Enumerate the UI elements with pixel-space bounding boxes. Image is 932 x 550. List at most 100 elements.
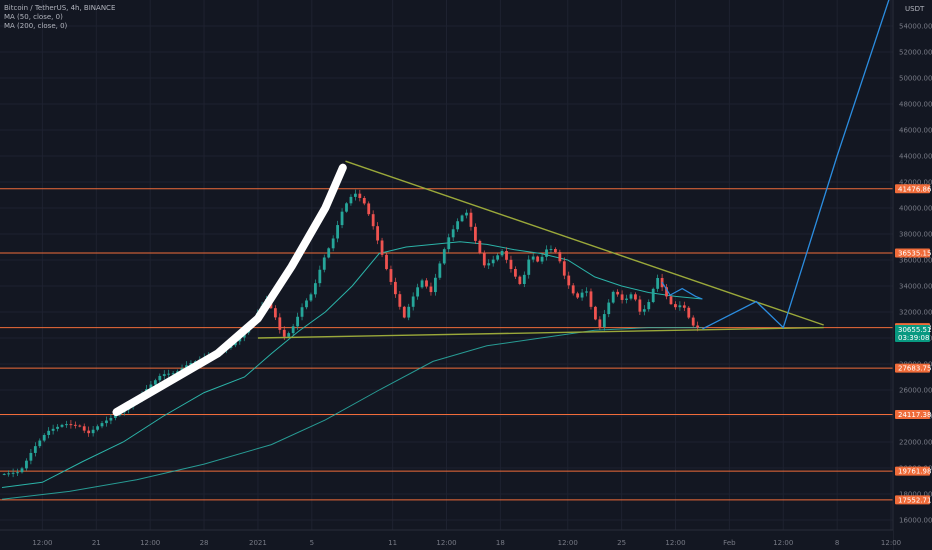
wave-zigzag <box>661 281 703 300</box>
candle-body <box>576 293 580 298</box>
candle-body <box>460 215 464 222</box>
candle-body <box>162 374 166 376</box>
candle-body <box>113 415 117 418</box>
candle-body <box>358 193 362 198</box>
candle-body <box>678 305 682 308</box>
candle-body <box>38 440 42 447</box>
candle-body <box>345 203 348 212</box>
candle-body <box>367 203 371 215</box>
x-tick-label: 5 <box>310 539 314 547</box>
candle-body <box>327 248 331 258</box>
candle-body <box>505 251 508 260</box>
x-tick-label: 11 <box>388 539 397 547</box>
candle-body <box>482 253 486 266</box>
candle-body <box>20 468 24 473</box>
candle-body <box>451 229 455 238</box>
x-tick-label: Feb <box>723 539 736 547</box>
candle-body <box>29 452 33 461</box>
candle-body <box>571 285 575 294</box>
candle-body <box>100 423 104 427</box>
level-tag <box>895 363 930 373</box>
candle-body <box>189 363 193 366</box>
candle-body <box>496 255 500 260</box>
candle-body <box>2 473 6 475</box>
ma200-line <box>1 327 703 500</box>
x-tick-label: 28 <box>200 539 209 547</box>
x-tick-label: 21 <box>92 539 101 547</box>
candle-body <box>411 296 415 307</box>
y-tick-label: 40000.00 <box>899 205 932 213</box>
price-axis-bg <box>893 0 932 550</box>
candle-body <box>336 225 340 239</box>
candle-body <box>651 288 655 303</box>
x-tick-label: 12:00 <box>773 539 793 547</box>
candle-body <box>385 254 388 270</box>
candle-body <box>60 424 64 427</box>
current-price-tag <box>895 324 930 334</box>
currency-label: USDT <box>905 5 925 13</box>
candle-body <box>562 261 566 276</box>
candle-body <box>331 238 335 249</box>
candle-body <box>322 257 326 270</box>
candle-body <box>16 472 19 474</box>
y-tick-label: 38000.00 <box>899 231 932 239</box>
candle-body <box>545 249 548 257</box>
level-tag <box>895 495 930 505</box>
y-tick-label: 36000.00 <box>899 257 932 265</box>
level-label: 17552.71 <box>898 496 931 504</box>
candle-body <box>296 316 299 327</box>
level-label: 36535.15 <box>898 250 931 258</box>
candle-body <box>585 291 588 293</box>
candle-body <box>540 256 544 262</box>
candle-body <box>420 280 424 288</box>
candle-body <box>474 226 477 241</box>
candle-body <box>598 319 602 327</box>
x-tick-label: 12:00 <box>881 539 901 547</box>
candle-body <box>642 309 646 312</box>
level-tag <box>895 409 930 419</box>
candle-body <box>69 424 73 426</box>
countdown-label: 03:39:08 <box>898 334 929 342</box>
candle-body <box>549 249 553 251</box>
candle-body <box>620 294 624 300</box>
y-tick-label: 42000.00 <box>899 179 932 187</box>
candle-body <box>25 460 28 469</box>
candle-body <box>554 249 557 253</box>
candle-body <box>687 307 691 318</box>
y-tick-label: 34000.00 <box>899 283 932 291</box>
candle-body <box>340 211 344 226</box>
level-tag <box>895 466 930 476</box>
candle-body <box>491 259 495 264</box>
candle-body <box>478 240 482 254</box>
y-tick-label: 54000.00 <box>899 23 932 31</box>
candle-body <box>393 281 397 295</box>
candle-body <box>682 305 686 308</box>
candle-body <box>47 430 51 435</box>
candle-body <box>300 307 304 317</box>
candle-body <box>42 434 46 441</box>
candle-body <box>167 373 171 375</box>
candle-body <box>696 325 700 328</box>
candle-body <box>278 317 282 330</box>
x-tick-label: 12:00 <box>32 539 52 547</box>
legend-ma50: MA (50, close, 0) <box>4 13 63 21</box>
candle-body <box>647 302 651 310</box>
y-tick-label: 32000.00 <box>899 309 932 317</box>
candle-body <box>56 426 59 429</box>
y-tick-label: 18000.00 <box>899 491 932 499</box>
candle-body <box>514 269 517 277</box>
projection-path <box>702 0 890 330</box>
candle-body <box>634 294 637 300</box>
candle-body <box>469 212 473 227</box>
level-tag <box>895 248 930 258</box>
candle-body <box>51 428 55 431</box>
level-label: 19761.98 <box>898 468 931 476</box>
price-axis: USDT16000.0018000.0020000.0022000.002400… <box>892 0 932 550</box>
candle-body <box>282 329 286 337</box>
candle-body <box>380 240 384 255</box>
time-axis: 12:00 21 12:00 28 2021 5 11 12:00 18 12:00 25 12:00… <box>0 529 901 550</box>
candle-body <box>158 375 162 381</box>
candle-body <box>318 269 322 284</box>
